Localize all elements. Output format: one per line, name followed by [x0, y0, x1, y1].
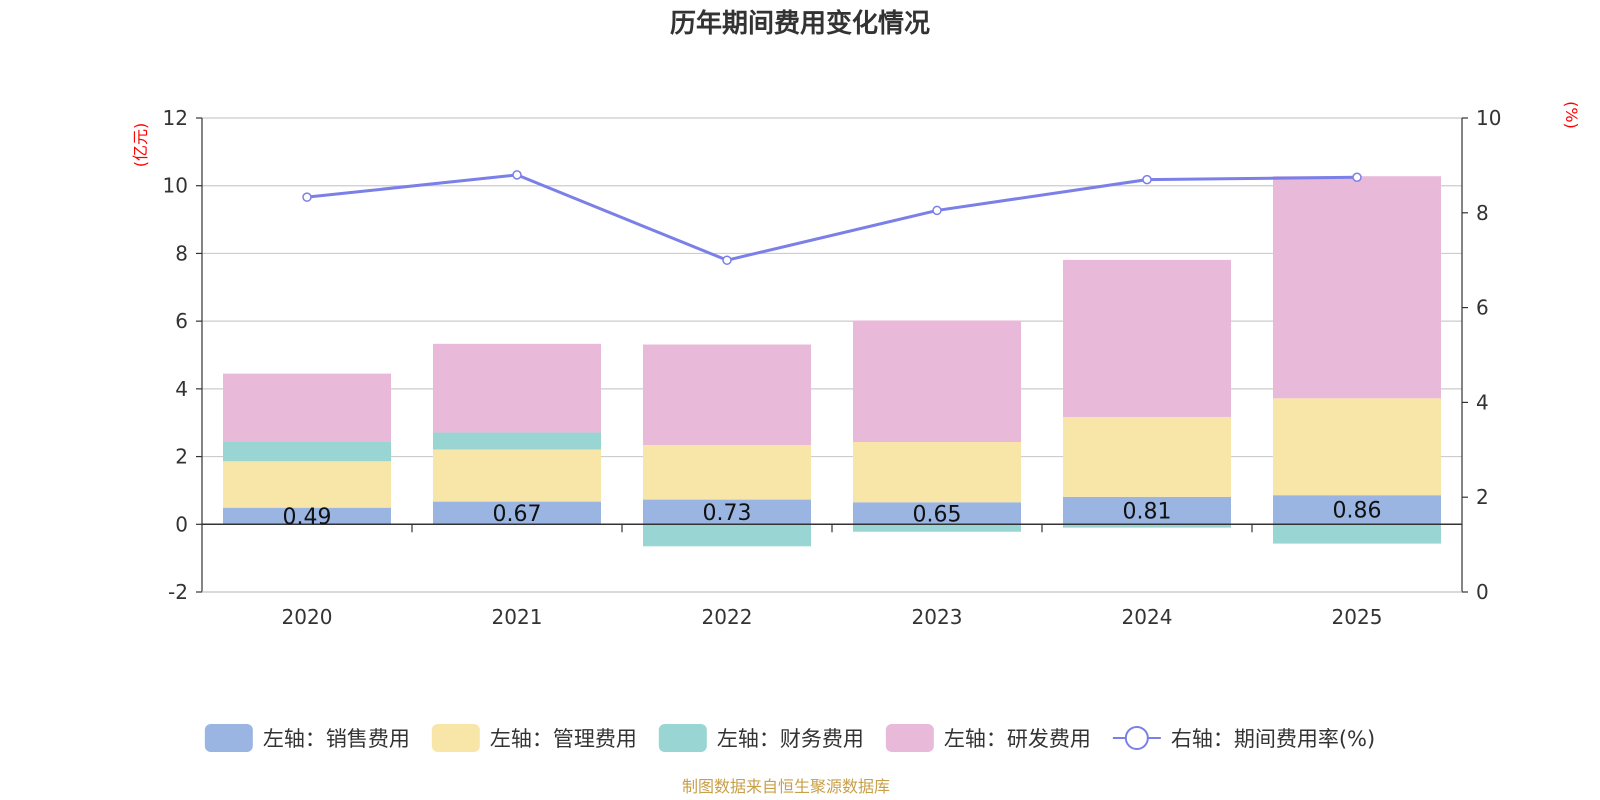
bar-2023 — [853, 502, 1021, 525]
legend-swatch — [204, 724, 253, 752]
left-axis-ticks: -2 0 2 4 6 8 10 12 — [163, 106, 202, 604]
x-axis-ticks: 2020 2021 2022 2023 2024 2025 — [282, 524, 1383, 629]
bar-2023 — [853, 320, 1021, 443]
bar-2020 — [223, 373, 391, 443]
bar-2024 — [1063, 524, 1231, 528]
bar-2024 — [1063, 496, 1231, 525]
bar-labels: 0.49 0.67 0.73 0.65 0.81 0.86 — [283, 499, 1382, 530]
sales-value-label: 0.86 — [1333, 499, 1382, 524]
bar-2025 — [1273, 176, 1441, 399]
bar-2020 — [223, 461, 391, 508]
legend: 左轴：销售费用 左轴：管理费用 左轴：财务费用 左轴：研发费用 右轴：期间费用率(%) — [204, 724, 1375, 752]
left-tick-label: 8 — [175, 241, 188, 265]
bar-2023 — [853, 524, 1021, 532]
right-tick-label: 2 — [1476, 485, 1489, 509]
x-tick-label: 2022 — [702, 605, 753, 629]
sales-value-label: 0.81 — [1123, 500, 1172, 525]
legend-label: 左轴：研发费用 — [944, 727, 1091, 751]
bar-2021 — [433, 343, 601, 433]
bar-2020 — [223, 442, 391, 462]
bar-2024 — [1063, 259, 1231, 417]
sales-value-label: 0.73 — [703, 501, 752, 526]
bar-2023 — [853, 442, 1021, 503]
x-tick-label: 2023 — [912, 605, 963, 629]
source-note: 制图数据来自恒生聚源数据库 — [682, 777, 890, 796]
legend-marker — [1124, 726, 1149, 750]
right-tick-label: 8 — [1476, 201, 1489, 225]
right-tick-label: 10 — [1476, 106, 1501, 130]
x-tick-label: 2025 — [1332, 605, 1383, 629]
legend-swatch — [658, 724, 707, 752]
stacked-bars — [223, 176, 1441, 547]
bar-2025 — [1273, 398, 1441, 496]
left-tick-label: 12 — [163, 106, 188, 130]
sales-value-label: 0.65 — [913, 502, 962, 527]
expense-rate-point — [512, 170, 522, 180]
legend-swatch — [431, 724, 480, 752]
right-axis-unit: (%) — [1562, 101, 1581, 129]
left-tick-label: -2 — [168, 580, 188, 604]
expense-rate-point — [1352, 172, 1362, 182]
right-tick-label: 6 — [1476, 296, 1489, 320]
x-tick-label: 2021 — [492, 605, 543, 629]
expense-rate-path — [306, 173, 1358, 262]
chart-title: 历年期间费用变化情况 — [670, 8, 930, 39]
legend-label: 右轴：期间费用率(%) — [1171, 727, 1375, 751]
bar-2022 — [643, 499, 811, 525]
legend-label: 左轴：财务费用 — [717, 727, 864, 751]
bar-2020 — [223, 507, 391, 525]
left-axis-unit: (亿元) — [131, 123, 150, 168]
right-tick-label: 4 — [1476, 390, 1489, 414]
bar-2021 — [433, 432, 601, 450]
sales-value-label: 0.49 — [283, 505, 332, 530]
bar-2025 — [1273, 495, 1441, 525]
bar-2022 — [643, 524, 811, 547]
bar-2021 — [433, 449, 601, 502]
left-tick-label: 2 — [175, 445, 188, 469]
legend-swatch — [885, 724, 934, 752]
expense-rate-point — [722, 255, 732, 265]
expense-rate-point — [932, 205, 942, 216]
right-tick-label: 0 — [1476, 580, 1489, 604]
sales-value-label: 0.67 — [493, 502, 542, 527]
bar-2022 — [643, 344, 811, 446]
bar-2025 — [1273, 524, 1441, 544]
bar-2022 — [643, 445, 811, 500]
x-tick-label: 2020 — [282, 605, 333, 629]
bar-2021 — [433, 501, 601, 525]
bar-2024 — [1063, 416, 1231, 497]
legend-label: 左轴：管理费用 — [490, 727, 637, 751]
left-tick-label: 4 — [175, 377, 188, 401]
left-tick-label: 6 — [175, 309, 188, 333]
expense-rate-line — [302, 170, 1362, 265]
right-axis-ticks: 0 2 4 6 8 10 — [1462, 106, 1501, 604]
legend-label: 左轴：销售费用 — [263, 727, 410, 751]
expense-rate-point — [302, 192, 312, 202]
left-tick-label: 10 — [163, 174, 188, 198]
left-tick-label: 0 — [175, 512, 188, 536]
expense-rate-point — [1142, 174, 1152, 185]
x-tick-label: 2024 — [1122, 605, 1173, 629]
